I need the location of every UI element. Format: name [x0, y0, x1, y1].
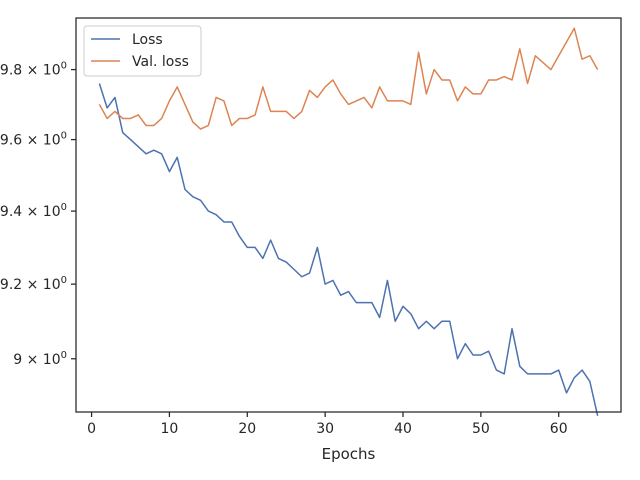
y-tick-label: 9 × 100: [13, 350, 67, 368]
x-tick-label: 50: [472, 421, 490, 437]
y-tick-label: 9.4 × 100: [0, 202, 67, 220]
legend-label-loss: Loss: [132, 32, 163, 48]
y-tick-label: 9.8 × 100: [0, 61, 67, 79]
axis-ticks: 0 10 20 30 40 50 60 9 × 100 9.2 × 100 9.4 × 100 9.…: [0, 61, 568, 437]
x-tick-label: 30: [316, 421, 334, 437]
y-tick-label: 9.6 × 100: [0, 131, 67, 149]
series-line-loss: [98, 83, 599, 416]
x-axis-label: Epochs: [322, 445, 376, 463]
x-tick-label: 40: [394, 421, 412, 437]
x-tick-label: 10: [161, 421, 179, 437]
y-tick-label: 9.2 × 100: [0, 275, 67, 293]
plot-frame: [75, 17, 622, 413]
x-tick-label: 20: [238, 421, 256, 437]
x-tick-label: 0: [87, 421, 96, 437]
legend: Loss Val. loss: [83, 25, 202, 77]
legend-label-val-loss: Val. loss: [132, 54, 189, 70]
series-line-val-loss: [98, 27, 599, 130]
x-tick-label: 60: [550, 421, 568, 437]
plot-lines: [98, 27, 599, 416]
